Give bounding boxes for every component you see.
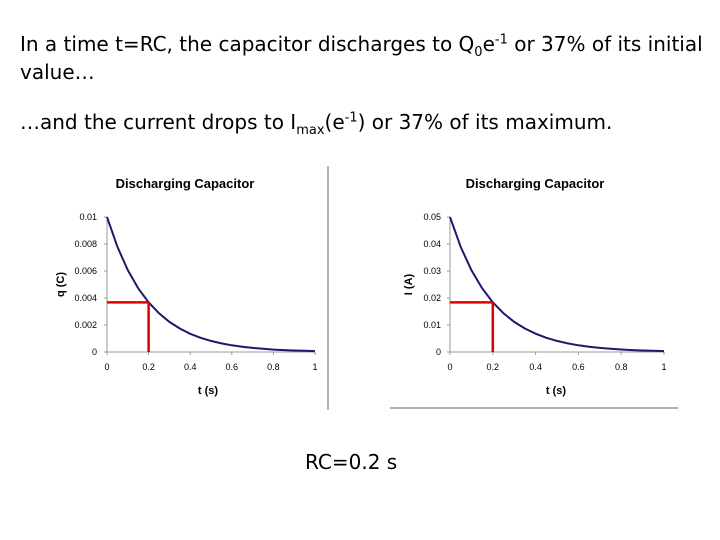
current-chart: Discharging Capacitor 0 0.01 0.02 0.03 0.04 0.… bbox=[403, 176, 667, 397]
y-tick-label: 0.006 bbox=[74, 266, 97, 276]
statement-charge-subscript: 0 bbox=[474, 45, 483, 60]
chart-title: Discharging Capacitor bbox=[116, 176, 255, 191]
chart-title: Discharging Capacitor bbox=[466, 176, 605, 191]
statement-charge-text-b: e bbox=[482, 32, 495, 56]
statement-current-text-a: …and the current drops to I bbox=[20, 110, 297, 134]
x-tick-label: 0 bbox=[447, 362, 452, 372]
y-tick-label: 0.04 bbox=[423, 239, 441, 249]
discharge-curve bbox=[106, 216, 316, 353]
charge-chart: Discharging Capacitor 0 0.002 0.004 0.006 0.0… bbox=[55, 176, 318, 397]
statement-charge: In a time t=RC, the capacitor discharges… bbox=[20, 30, 710, 86]
y-tick-label: 0.05 bbox=[423, 212, 441, 222]
x-axis-label: t (s) bbox=[198, 385, 219, 397]
x-tick-label: 1 bbox=[312, 362, 317, 372]
x-tick-label: 0.4 bbox=[529, 362, 542, 372]
x-tick-label: 1 bbox=[661, 362, 666, 372]
x-tick-label: 0.8 bbox=[267, 362, 280, 372]
y-tick-label: 0 bbox=[436, 347, 441, 357]
y-tick-label: 0.01 bbox=[79, 212, 97, 222]
y-tick-label: 0.004 bbox=[74, 293, 97, 303]
x-tick-label: 0.2 bbox=[487, 362, 500, 372]
x-tick-label: 0.2 bbox=[142, 362, 155, 372]
x-tick-label: 0.6 bbox=[226, 362, 239, 372]
rc-value: RC=0.2 s bbox=[305, 450, 398, 474]
x-tick-label: 0.6 bbox=[572, 362, 585, 372]
x-axis-label: t (s) bbox=[546, 385, 567, 397]
discharge-curve bbox=[449, 216, 665, 353]
statement-current-text-c: ) or 37% of its maximum. bbox=[357, 110, 613, 134]
y-tick-label: 0.01 bbox=[423, 320, 441, 330]
statement-current-text-b: (e bbox=[324, 110, 345, 134]
statement-charge-text-c: or 37% of its initial value… bbox=[20, 32, 703, 84]
x-tick-label: 0 bbox=[104, 362, 109, 372]
statement-current-superscript: -1 bbox=[344, 110, 358, 126]
x-tick-label: 0.4 bbox=[184, 362, 197, 372]
y-tick-label: 0.03 bbox=[423, 266, 441, 276]
y-axis-label: q (C) bbox=[55, 272, 67, 297]
y-tick-label: 0.002 bbox=[74, 320, 97, 330]
statement-current-subscript: max bbox=[296, 123, 325, 138]
statement-charge-text-a: In a time t=RC, the capacitor discharges… bbox=[20, 32, 475, 56]
statement-charge-superscript: -1 bbox=[494, 32, 508, 48]
y-tick-label: 0 bbox=[92, 347, 97, 357]
y-axis-label: I (A) bbox=[403, 273, 415, 295]
statement-current: …and the current drops to Imax(e-1) or 3… bbox=[20, 108, 710, 138]
y-tick-label: 0.008 bbox=[74, 239, 97, 249]
x-tick-label: 0.8 bbox=[615, 362, 628, 372]
y-tick-label: 0.02 bbox=[423, 293, 441, 303]
